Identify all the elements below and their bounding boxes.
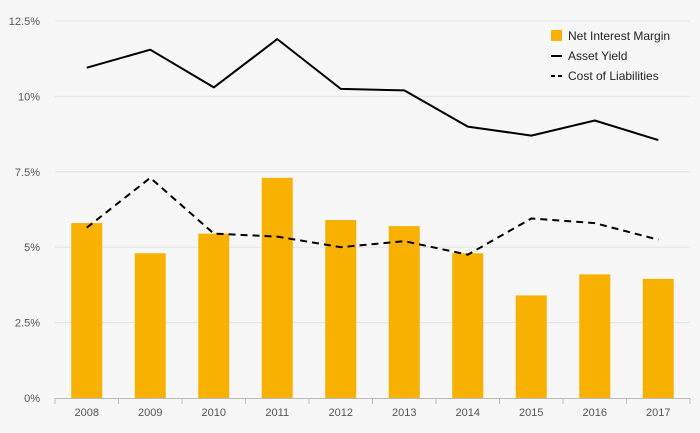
legend: Net Interest Margin Asset Yield Cost of Li… — [551, 29, 670, 83]
bar-net-interest-margin — [134, 253, 166, 398]
bar-net-interest-margin — [261, 177, 293, 398]
x-tick-label: 2010 — [202, 407, 226, 419]
x-tick-label: 2012 — [329, 407, 353, 419]
legend-label: Net Interest Margin — [568, 29, 670, 43]
x-tick-label: 2011 — [265, 407, 289, 419]
y-tick-label: 2.5% — [15, 318, 40, 330]
line-cost-of-liabilities — [86, 176, 659, 256]
line-asset-yield — [86, 38, 659, 142]
legend-label: Cost of Liabilities — [568, 69, 659, 83]
x-tick-label: 2016 — [583, 407, 607, 419]
x-tick-label: 2008 — [75, 407, 99, 419]
x-tick-label: 2009 — [138, 407, 162, 419]
bar-net-interest-margin — [515, 295, 547, 398]
bar-net-interest-margin — [198, 233, 230, 398]
bar-net-interest-margin — [325, 220, 357, 398]
x-tick-label: 2017 — [646, 407, 670, 419]
bars — [71, 177, 674, 398]
x-tick-label: 2015 — [519, 407, 543, 419]
y-tick-label: 10% — [18, 91, 40, 103]
legend-label: Asset Yield — [568, 49, 627, 63]
y-tick-label: 7.5% — [15, 167, 40, 179]
x-tick-label: 2013 — [392, 407, 416, 419]
bar-net-interest-margin — [452, 253, 484, 398]
bar-net-interest-margin — [642, 278, 674, 398]
y-tick-label: 0% — [24, 393, 40, 405]
x-tick-label: 2014 — [456, 407, 480, 419]
lines — [86, 38, 659, 256]
y-tick-label: 5% — [24, 242, 40, 254]
axes: 0% 2.5% 5% 7.5% 10% 12.5% 2008 2009 2010 2011 2012… — [9, 16, 691, 419]
bar-net-interest-margin — [71, 223, 103, 398]
bar-net-interest-margin — [579, 274, 611, 398]
legend-swatch-net-interest-margin — [551, 30, 562, 41]
y-tick-label: 12.5% — [9, 16, 40, 28]
bar-net-interest-margin — [388, 226, 420, 398]
